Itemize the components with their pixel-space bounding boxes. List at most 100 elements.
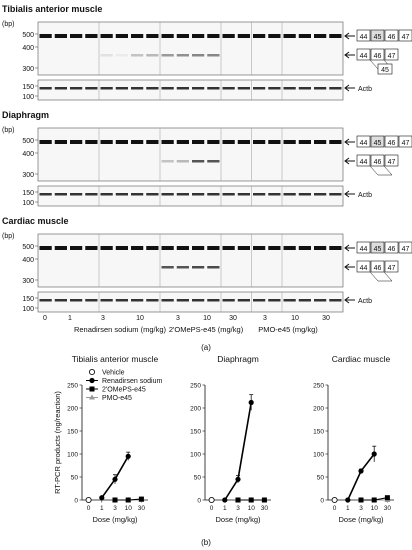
gel-band-full-length — [176, 140, 189, 144]
x-tick-label: 0 — [87, 505, 91, 512]
gel-band-actb — [237, 299, 250, 302]
gel-band-skipped — [192, 160, 205, 163]
legend-marker — [89, 394, 95, 400]
gel-band-full-length — [115, 140, 128, 144]
gel-band-full-length — [131, 246, 144, 250]
exon-label: 45 — [374, 140, 382, 147]
gel-band-actb — [100, 299, 113, 302]
exon-label: 44 — [360, 265, 368, 272]
gel-band-full-length — [314, 34, 327, 38]
gel-band-full-length — [237, 34, 250, 38]
y-tick-label: 150 — [67, 429, 78, 436]
gel-band-skipped — [207, 266, 220, 269]
gel-band-actb — [222, 299, 235, 302]
y-tick-label: 200 — [190, 406, 201, 413]
gel-band-full-length — [207, 140, 220, 144]
bp-tick-label: 150 — [22, 84, 34, 91]
arrow-full-length — [344, 138, 355, 146]
exon-box — [384, 29, 399, 42]
x-tick-label: 30 — [384, 505, 392, 512]
gel-band-full-length — [192, 34, 205, 38]
gel-band-full-length — [39, 246, 52, 250]
exon-box — [398, 241, 412, 254]
arrow-skipped — [344, 51, 355, 59]
gel-band-skipped — [176, 54, 189, 57]
bp-tick-label: 400 — [22, 45, 34, 52]
exon-label: 46 — [388, 140, 396, 147]
group-label: Renadirsen sodium (mg/kg) — [74, 325, 167, 334]
gel-band-full-length — [115, 246, 128, 250]
chart-2: Cardiac muscle 0 50 100 150 200 250 0 1 3 10 30Dose… — [313, 354, 394, 524]
y-tick-label: 250 — [313, 383, 324, 390]
exon-label: 44 — [360, 53, 368, 60]
x-tick-label: 30 — [138, 505, 146, 512]
data-point — [331, 496, 338, 504]
gel-band-full-length — [314, 140, 327, 144]
data-point — [384, 495, 390, 501]
gel-band-actb — [283, 193, 296, 196]
gel-band-actb — [329, 87, 342, 90]
y-tick-label: 50 — [194, 475, 202, 482]
x-tick-label: 1 — [100, 505, 104, 512]
exon-box — [356, 135, 371, 148]
line-charts-panel-b: Tibialis anterior muscle0501001502002500… — [53, 354, 394, 524]
gel-band-actb — [39, 299, 52, 302]
data-point — [358, 497, 364, 503]
data-point — [261, 497, 267, 503]
dose-label: 0 — [43, 315, 47, 322]
y-tick-label: 50 — [317, 475, 325, 482]
gel-upper-box — [37, 21, 344, 76]
caption-a: (a) — [201, 343, 211, 352]
section-title: Cardiac muscle — [2, 216, 69, 226]
gel-band-full-length — [161, 246, 174, 250]
data-point — [138, 496, 144, 502]
gel-band-full-length — [268, 140, 281, 144]
gel-band-actb — [237, 87, 250, 90]
skipped-exon-label: 45 — [381, 67, 389, 74]
group-label: PMO-e45 (mg/kg) — [258, 325, 318, 334]
gel-band-actb — [298, 193, 311, 196]
gel-band-full-length — [222, 34, 235, 38]
caption-b: (b) — [201, 538, 211, 547]
gel-band-full-length — [161, 34, 174, 38]
exon-label: 47 — [388, 53, 396, 60]
gel-band-actb — [253, 299, 266, 302]
exon-box — [356, 260, 371, 273]
legend-label: PMO-e45 — [102, 395, 132, 402]
data-point — [345, 497, 351, 503]
skipped-exon-wedge — [369, 165, 393, 176]
dose-label: 10 — [136, 315, 144, 322]
exon-label: 47 — [402, 246, 410, 253]
gel-band-actb — [314, 87, 327, 90]
exon-label: 44 — [360, 140, 368, 147]
group-label: 2'OMePS-e45 (mg/kg) — [169, 325, 244, 334]
x-tick-label: 1 — [223, 505, 227, 512]
arrow-full-length — [344, 244, 355, 252]
chart-title: Tibialis anterior muscle — [72, 354, 159, 364]
gel-band-full-length — [54, 246, 67, 250]
y-tick-label: 0 — [197, 498, 201, 505]
legend-marker — [89, 386, 95, 392]
gel-band-full-length — [298, 140, 311, 144]
bp-tick-label: 500 — [22, 244, 34, 251]
y-tick-label: 200 — [313, 406, 324, 413]
data-point — [371, 451, 377, 457]
skipped-exon-box — [377, 63, 393, 75]
gel-band-full-length — [85, 34, 98, 38]
gel-band-actb — [176, 193, 189, 196]
gel-band-full-length — [131, 140, 144, 144]
chart-title: Cardiac muscle — [332, 354, 391, 364]
actb-label: Actb — [358, 86, 372, 93]
data-point — [112, 497, 118, 503]
gel-band-full-length — [298, 34, 311, 38]
gel-band-full-length — [253, 140, 266, 144]
gel-band-skipped — [176, 266, 189, 269]
bp-tick-label: 100 — [22, 200, 34, 207]
gel-band-actb — [192, 299, 205, 302]
gel-band-full-length — [253, 246, 266, 250]
gel-band-actb — [237, 193, 250, 196]
gel-band-actb — [329, 193, 342, 196]
exon-label: 46 — [374, 265, 382, 272]
arrow-full-length — [344, 32, 355, 40]
data-point — [208, 496, 215, 504]
